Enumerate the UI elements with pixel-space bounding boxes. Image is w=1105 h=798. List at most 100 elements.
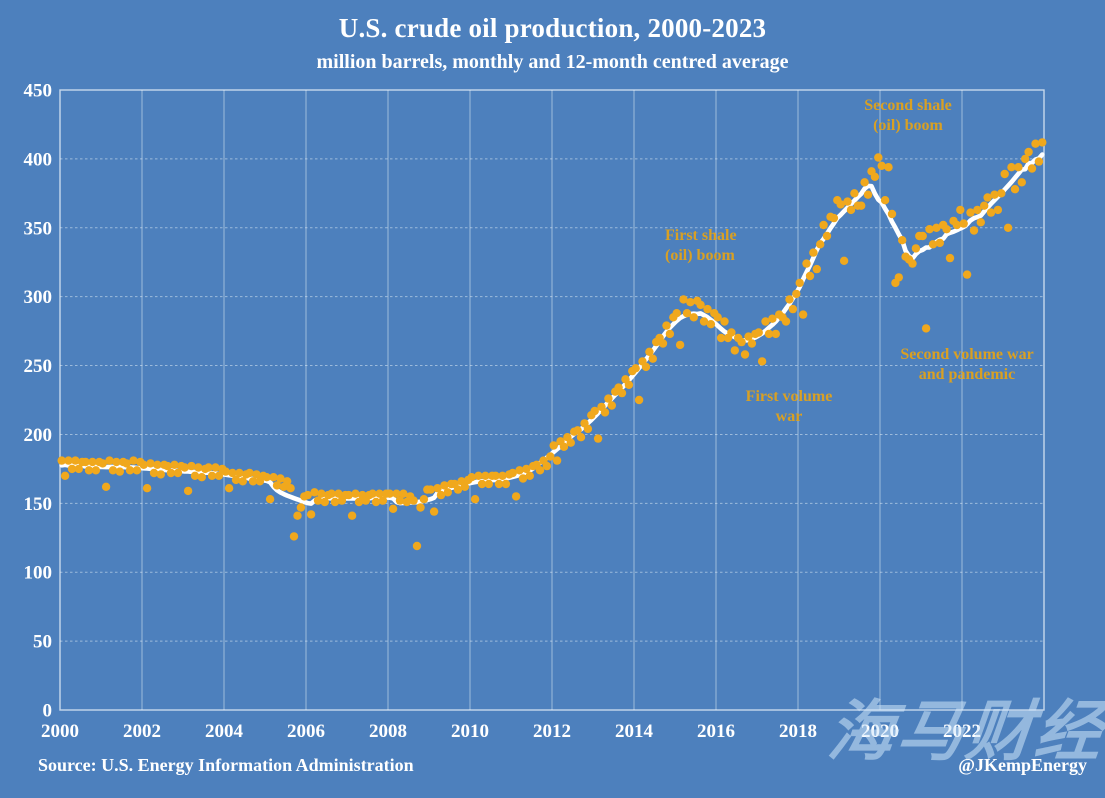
- monthly-data-point: [224, 484, 234, 493]
- monthly-data-point: [1038, 138, 1047, 147]
- monthly-data-point: [286, 484, 295, 493]
- monthly-data-point: [863, 190, 873, 199]
- monthly-data-point: [129, 456, 138, 465]
- monthly-data-point: [573, 426, 582, 435]
- monthly-data-point: [71, 456, 80, 465]
- annotation-line: First shale: [665, 227, 737, 244]
- monthly-data-point: [371, 497, 381, 507]
- monthly-data-point: [925, 225, 934, 234]
- x-tick-label: 2004: [205, 721, 244, 742]
- monthly-data-point: [392, 489, 401, 498]
- monthly-data-point: [57, 456, 66, 465]
- monthly-data-point: [221, 467, 230, 476]
- monthly-data-point: [115, 467, 125, 476]
- x-tick-label: 2002: [123, 721, 161, 742]
- monthly-data-point: [522, 464, 531, 474]
- monthly-data-point: [990, 190, 999, 199]
- monthly-data-point: [303, 490, 312, 500]
- monthly-data-point: [802, 259, 811, 268]
- monthly-data-point: [183, 486, 193, 496]
- x-tick-label: 2006: [287, 721, 325, 742]
- monthly-data-point: [248, 477, 258, 486]
- monthly-data-point: [593, 434, 603, 443]
- monthly-data-point: [125, 466, 135, 475]
- monthly-data-point: [908, 259, 917, 268]
- monthly-data-point: [508, 468, 517, 478]
- monthly-data-point: [207, 471, 217, 480]
- x-tick-label: 2020: [861, 721, 899, 742]
- monthly-data-point: [296, 503, 306, 512]
- monthly-data-point: [576, 433, 586, 442]
- monthly-data-point: [166, 468, 176, 478]
- y-tick-label: 150: [24, 494, 53, 515]
- monthly-data-point: [378, 496, 388, 505]
- monthly-data-point: [768, 314, 777, 323]
- monthly-data-point: [481, 471, 490, 480]
- monthly-data-point: [317, 489, 326, 498]
- monthly-data-point: [88, 457, 97, 467]
- monthly-data-point: [983, 193, 992, 202]
- monthly-data-point: [1007, 163, 1016, 172]
- monthly-data-point: [60, 471, 70, 480]
- monthly-data-point: [962, 270, 972, 279]
- annotation-line: war: [775, 408, 803, 425]
- x-tick-label: 2000: [41, 721, 79, 742]
- monthly-data-point: [911, 244, 921, 253]
- annotation-line: and pandemic: [918, 366, 1016, 383]
- monthly-data-point: [306, 510, 316, 519]
- monthly-data-point: [634, 395, 644, 405]
- monthly-data-point: [228, 468, 237, 478]
- credit-text: @JKempEnergy: [958, 755, 1087, 775]
- monthly-data-point: [706, 320, 716, 329]
- y-axis-labels: 0 50 100 150 200 250 300 350 400 450: [24, 81, 53, 722]
- monthly-data-point: [624, 380, 634, 389]
- monthly-data-point: [665, 329, 675, 339]
- monthly-data-point: [894, 273, 903, 282]
- monthly-data-point: [590, 406, 599, 416]
- monthly-data-point: [477, 479, 487, 489]
- monthly-data-point: [347, 511, 357, 520]
- monthly-data-point: [819, 220, 828, 230]
- monthly-data-point: [416, 503, 425, 512]
- monthly-data-point: [518, 474, 528, 483]
- monthly-data-point: [918, 231, 927, 241]
- monthly-data-point: [969, 226, 979, 235]
- y-tick-label: 450: [24, 81, 53, 102]
- y-tick-label: 100: [24, 563, 53, 584]
- monthly-data-point: [272, 481, 282, 490]
- annotation-first-volume-war: First volume war: [746, 387, 833, 427]
- monthly-data-point: [98, 459, 107, 468]
- chart-subtitle: million barrels, monthly and 12-month ce…: [316, 51, 789, 73]
- monthly-data-point: [850, 189, 859, 198]
- monthly-data-point: [887, 209, 897, 219]
- monthly-data-point: [860, 178, 869, 187]
- monthly-data-point: [245, 468, 254, 478]
- monthly-data-point: [334, 489, 343, 498]
- monthly-data-point: [812, 264, 821, 274]
- monthly-data-point: [409, 496, 418, 505]
- monthly-data-point: [976, 218, 985, 227]
- monthly-data-point: [696, 300, 705, 310]
- monthly-data-point: [501, 479, 511, 489]
- monthly-data-point: [64, 456, 73, 465]
- monthly-data-point: [716, 333, 726, 343]
- monthly-data-point: [942, 225, 951, 234]
- monthly-data-point: [997, 189, 1006, 198]
- monthly-data-point: [313, 496, 323, 505]
- monthly-data-point: [648, 354, 657, 363]
- monthly-data-point: [720, 317, 729, 326]
- monthly-data-point: [399, 489, 408, 498]
- monthly-data-point: [368, 489, 377, 498]
- monthly-data-point: [187, 461, 196, 471]
- monthly-data-point: [686, 298, 695, 307]
- y-tick-label: 200: [24, 425, 53, 446]
- monthly-data-point: [679, 295, 688, 304]
- monthly-data-point: [966, 208, 975, 217]
- monthly-data-point: [932, 223, 941, 232]
- monthly-data-point: [672, 309, 681, 318]
- y-tick-label: 300: [24, 287, 53, 308]
- monthly-data-point: [525, 471, 534, 480]
- monthly-data-point: [662, 321, 671, 330]
- annotation-line: Second volume war: [900, 346, 1034, 363]
- monthly-data-point: [781, 317, 791, 326]
